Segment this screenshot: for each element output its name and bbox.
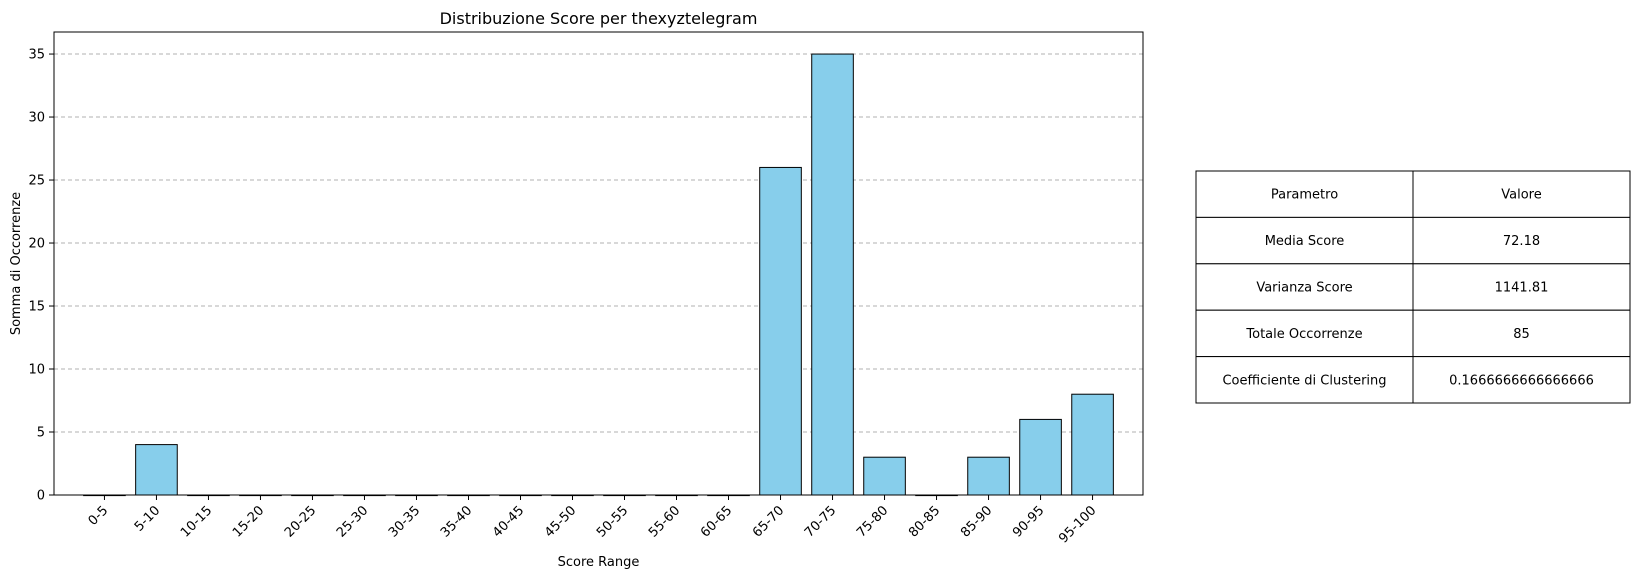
x-axis-title: Score Range (558, 555, 640, 570)
x-tick-label: 85-90 (958, 503, 995, 540)
x-tick-label: 40-45 (490, 503, 527, 540)
x-axis-ticks: 0-5 5-10 10-15 15-20 20-25 25-30 30-35 35-40 40-… (86, 495, 1099, 546)
chart-title: Distribuzione Score per thexyztelegram (440, 9, 758, 28)
x-tick-label: 30-35 (386, 503, 423, 540)
y-tick-label: 5 (37, 426, 45, 441)
plot-frame (53, 31, 1144, 496)
table-cell (1412, 216, 1631, 265)
table-header-text: Valore (1501, 188, 1541, 203)
table-cell-text: Totale Occorrenze (1245, 327, 1362, 342)
y-tick-label: 0 (37, 489, 45, 504)
table-cell-text: 85 (1513, 327, 1530, 342)
x-tick-label: 75-80 (854, 503, 891, 540)
y-tick-label: 20 (28, 237, 45, 252)
bar-70-75 (811, 53, 854, 496)
table-cell (1195, 263, 1414, 311)
table-cell-text: Varianza Score (1256, 281, 1352, 296)
bar-95-100 (1071, 393, 1114, 496)
table-cell-text: 1141.81 (1495, 281, 1549, 296)
table-cell (1412, 263, 1631, 311)
y-axis-title: Somma di Occorrenze (9, 192, 24, 335)
y-gridlines (54, 53, 1143, 433)
table-cell (1195, 216, 1414, 265)
x-tick-label: 65-70 (750, 503, 787, 540)
y-axis-ticks: 0 5 10 15 20 25 30 35 (28, 48, 54, 504)
table-cell (1195, 356, 1414, 404)
y-tick-label: 30 (28, 111, 45, 126)
table-header-cell (1195, 170, 1414, 218)
x-tick-label: 25-30 (334, 503, 371, 540)
table-cell (1412, 356, 1631, 404)
x-tick-label: 15-20 (230, 503, 267, 540)
stats-table: Parametro Valore Media Score 72.18 Varianza … (1195, 170, 1631, 404)
bar-65-70 (759, 166, 802, 496)
x-tick-label: 80-85 (906, 503, 943, 540)
table-cell-text: Coefficiente di Clustering (1222, 373, 1386, 388)
bar-chart: 0 5 10 15 20 25 30 35 0-5 5-10 10-15 15-20 20-25 25-… (9, 9, 1144, 570)
x-tick-label: 55-60 (646, 503, 683, 540)
bars (83, 53, 1114, 497)
bar-90-95 (1019, 418, 1062, 496)
table-cell-text: 72.18 (1503, 234, 1540, 249)
y-tick-label: 35 (28, 48, 45, 63)
bar-75-80 (863, 456, 906, 496)
x-tick-label: 70-75 (802, 503, 839, 540)
x-tick-label: 35-40 (438, 503, 475, 540)
x-tick-label: 50-55 (594, 503, 631, 540)
y-tick-label: 10 (28, 363, 45, 378)
y-tick-label: 25 (28, 174, 45, 189)
x-tick-label: 95-100 (1056, 503, 1099, 546)
table-cell-text: Media Score (1265, 234, 1345, 249)
y-tick-label: 15 (28, 300, 45, 315)
table-cell-text: 0.1666666666666666 (1449, 373, 1594, 388)
table-header-cell (1412, 170, 1631, 218)
x-tick-label: 10-15 (178, 503, 215, 540)
x-tick-label: 0-5 (86, 503, 112, 529)
table-header-text: Parametro (1271, 188, 1338, 203)
bar-5-10 (135, 444, 178, 496)
x-tick-label: 90-95 (1010, 503, 1047, 540)
x-tick-label: 45-50 (542, 503, 579, 540)
x-tick-label: 20-25 (282, 503, 319, 540)
x-tick-label: 60-65 (698, 503, 735, 540)
x-tick-label: 5-10 (132, 503, 163, 534)
bar-85-90 (967, 456, 1010, 496)
table-cell (1195, 309, 1414, 358)
